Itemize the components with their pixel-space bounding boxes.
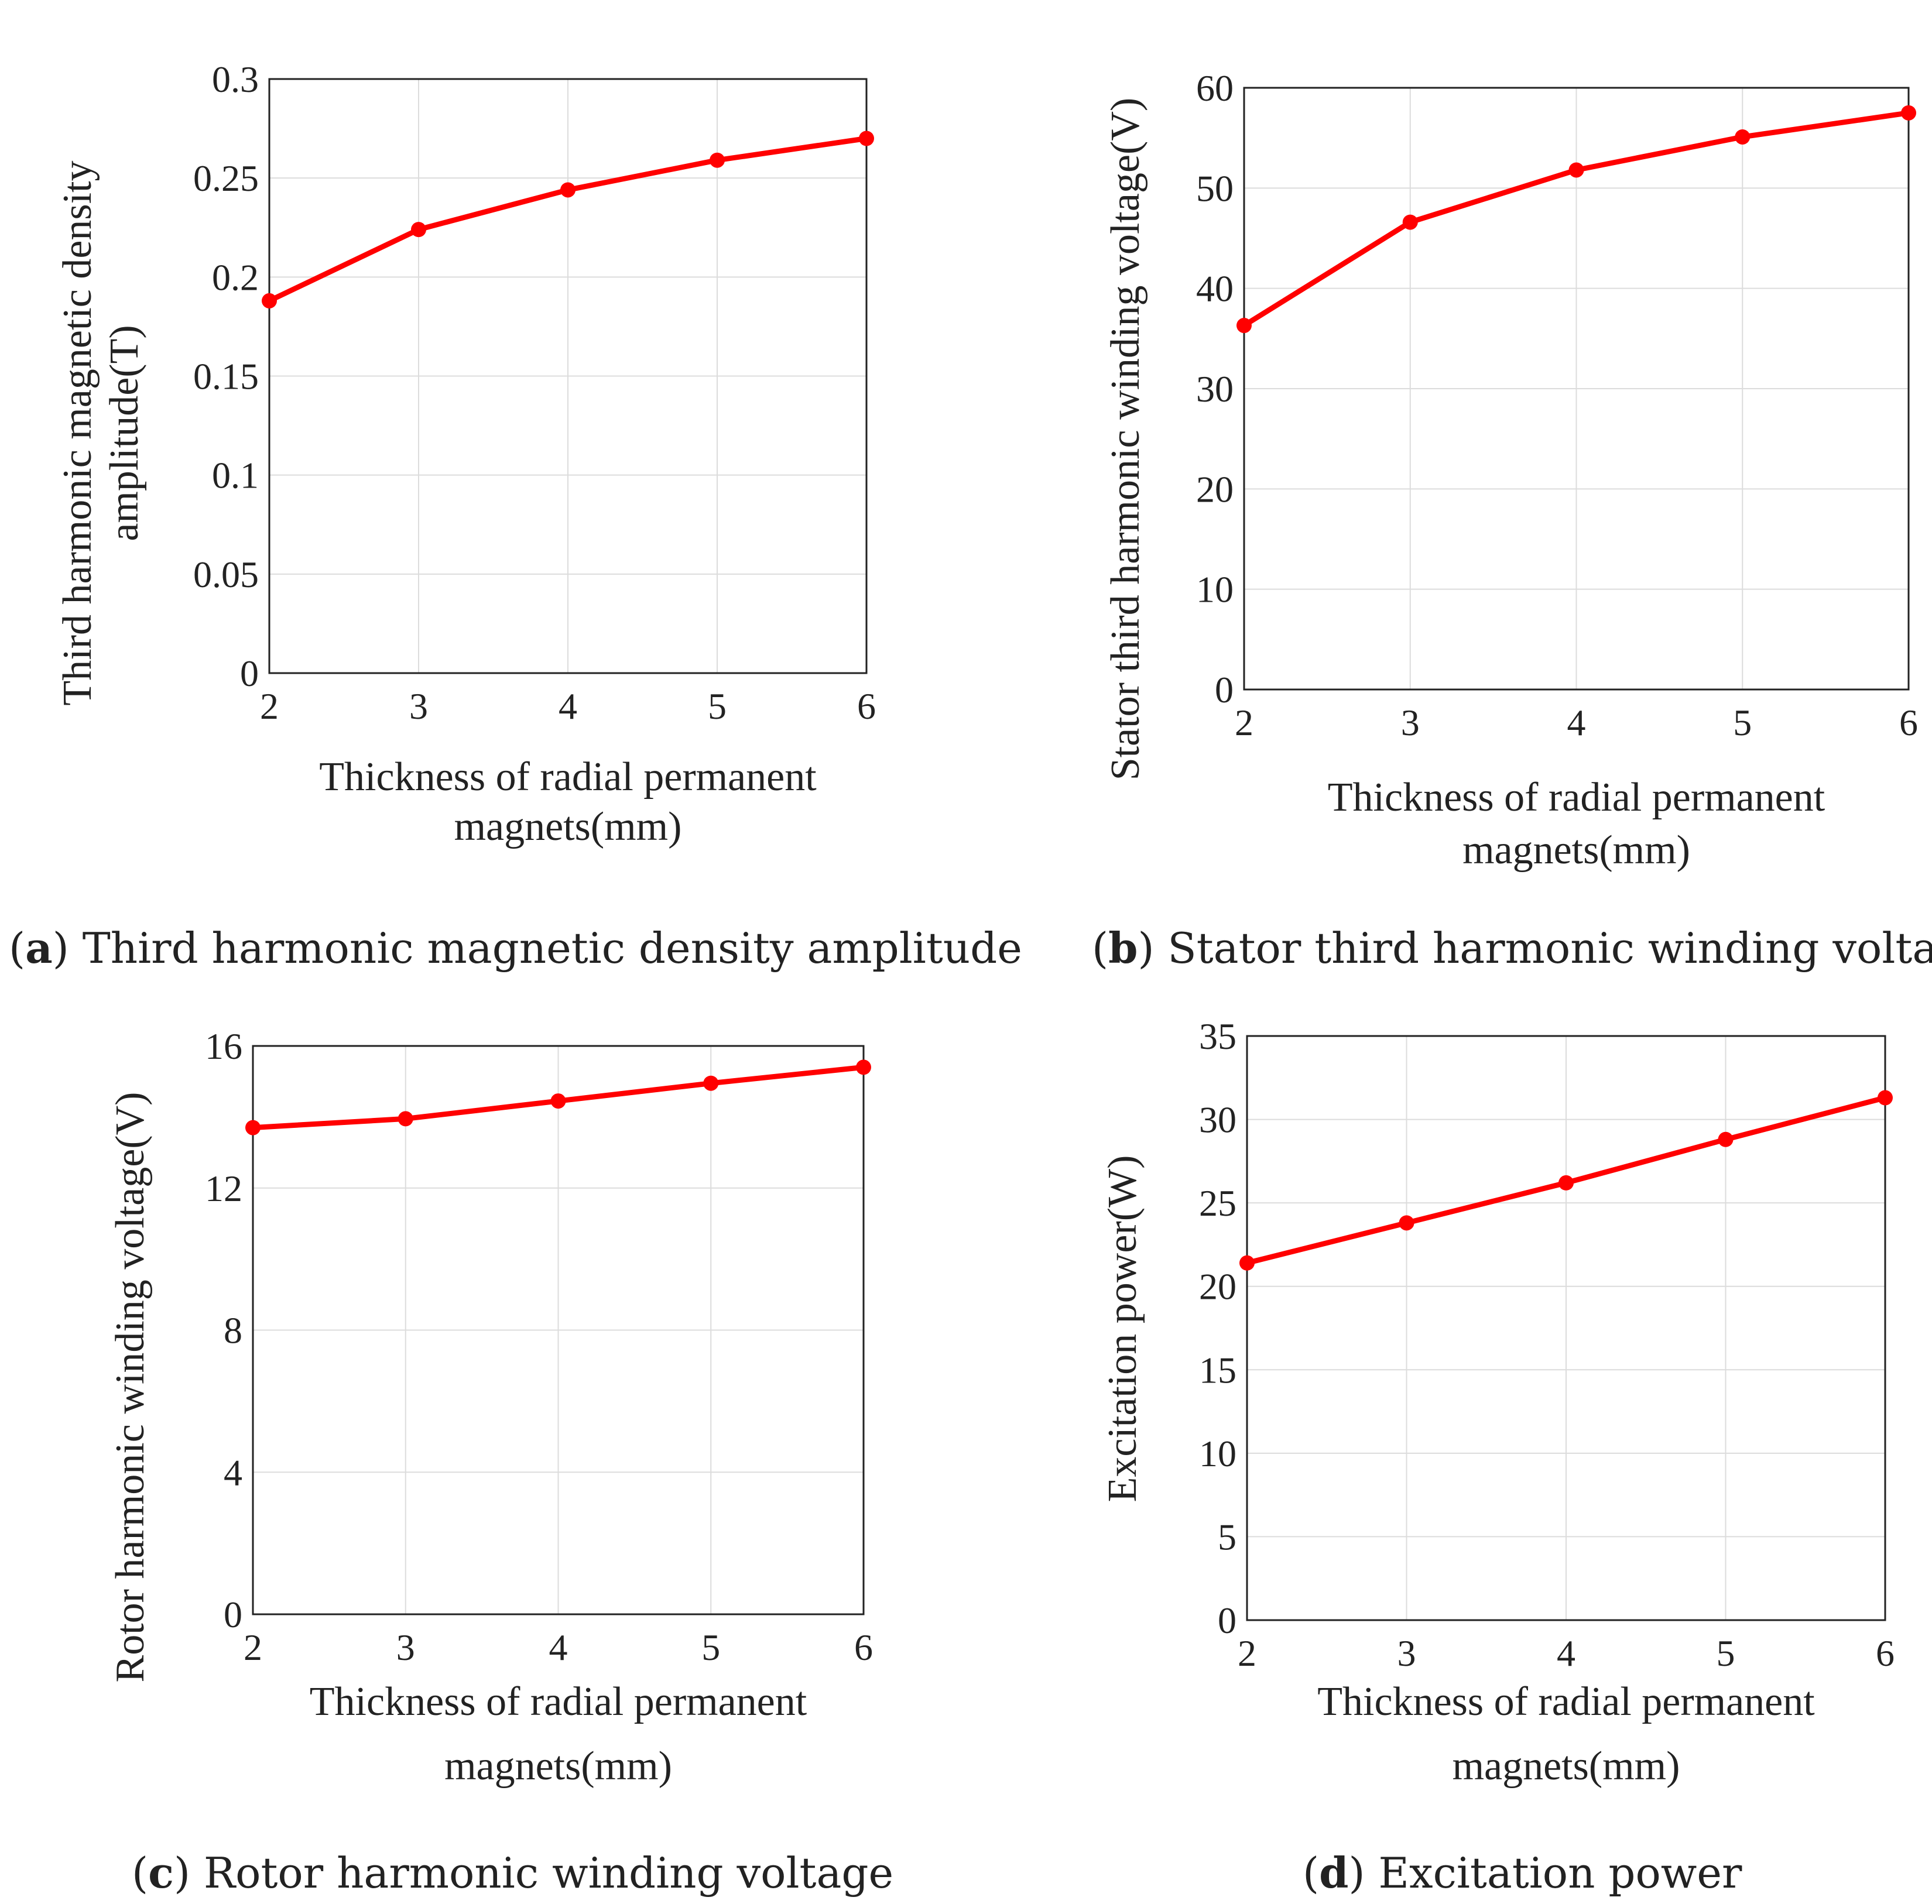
y-tick-label: 0: [224, 1594, 242, 1635]
x-axis-label: magnets(mm): [444, 1744, 672, 1789]
x-tick-label: 3: [409, 685, 428, 727]
y-tick-label: 4: [224, 1452, 242, 1493]
data-point: [560, 182, 576, 198]
y-tick-label: 10: [1199, 1433, 1236, 1474]
y-tick-label: 40: [1196, 268, 1234, 310]
y-tick-label: 0.2: [212, 256, 259, 298]
y-tick-label: 35: [1199, 1016, 1236, 1057]
data-point: [398, 1111, 413, 1127]
x-tick-label: 3: [1401, 702, 1420, 743]
x-tick-label: 6: [1876, 1632, 1895, 1674]
x-axis-label: magnets(mm): [1453, 1744, 1680, 1789]
x-tick-label: 4: [1567, 702, 1586, 743]
y-axis-label: Excitation power(W): [1100, 1155, 1145, 1502]
x-tick-label: 4: [559, 685, 577, 727]
data-point: [262, 293, 277, 308]
y-axis-label: Stator third harmonic winding voltage(V): [1103, 98, 1148, 780]
data-point: [1901, 105, 1916, 121]
x-tick-label: 4: [549, 1627, 568, 1668]
plot-frame: [268, 78, 868, 674]
data-point: [1735, 129, 1751, 145]
y-tick-label: 30: [1199, 1099, 1236, 1141]
data-point: [245, 1120, 261, 1135]
x-axis-label: Thickness of radial permanent: [1317, 1679, 1815, 1724]
x-tick-label: 5: [708, 685, 727, 727]
y-tick-label: 50: [1196, 167, 1234, 209]
x-axis-label: magnets(mm): [454, 804, 682, 849]
y-tick-label: 0: [240, 653, 259, 694]
panel-c: 0 4 8 12 16 2 3 4 5 6 Thickness of radial permanen…: [108, 1025, 893, 1898]
y-tick-label: 0: [1215, 669, 1234, 711]
x-tick-label: 6: [854, 1627, 873, 1668]
panel-b: 0 10 20 30 40 50 60 2 3 4 5 6 Thickness of radial pe…: [1092, 67, 1932, 973]
x-tick-label: 2: [244, 1627, 262, 1668]
x-tick-label: 5: [701, 1627, 720, 1668]
y-tick-label: 60: [1196, 67, 1234, 109]
data-point: [1718, 1131, 1734, 1147]
panel-d-caption: (d) Excitation power: [1303, 1848, 1742, 1898]
data-point: [1399, 1215, 1414, 1231]
x-tick-label: 4: [1557, 1632, 1575, 1674]
plot-frame: [1243, 87, 1910, 691]
x-tick-label: 5: [1717, 1632, 1735, 1674]
y-tick-label: 15: [1199, 1349, 1236, 1391]
data-point: [703, 1075, 719, 1091]
y-tick-label: 5: [1218, 1516, 1236, 1557]
data-point: [859, 131, 874, 146]
y-tick-label: 0: [1218, 1600, 1236, 1641]
x-axis-label: magnets(mm): [1462, 828, 1690, 873]
y-tick-label: 20: [1199, 1266, 1236, 1308]
y-axis-label: Third harmonic magnetic density: [55, 160, 100, 705]
panel-c-caption: (c) Rotor harmonic winding voltage: [132, 1848, 893, 1898]
y-tick-label: 10: [1196, 569, 1234, 610]
data-point: [411, 222, 426, 238]
plot-frame: [252, 1045, 865, 1615]
data-point: [1878, 1090, 1893, 1106]
x-axis-label: Thickness of radial permanent: [1328, 775, 1825, 820]
y-axis-label: Rotor harmonic winding voltage(V): [108, 1092, 153, 1683]
y-tick-label: 12: [205, 1168, 242, 1209]
y-tick-label: 16: [205, 1025, 242, 1067]
y-tick-label: 20: [1196, 468, 1234, 510]
data-point: [856, 1059, 871, 1075]
y-tick-label: 0.25: [193, 157, 259, 199]
y-tick-label: 8: [224, 1310, 242, 1351]
x-tick-label: 6: [1899, 702, 1918, 743]
data-point: [1402, 214, 1418, 230]
panel-a-plot: 0 0.05 0.1 0.15 0.2 0.25 0.3 2 3 4 5 6 Thickness of …: [55, 59, 876, 849]
data-point: [1568, 162, 1584, 178]
data-point: [1236, 318, 1252, 334]
y-tick-label: 0.15: [193, 356, 259, 397]
data-point: [550, 1093, 566, 1109]
y-tick-label: 0.1: [212, 455, 259, 496]
x-tick-label: 3: [396, 1627, 415, 1668]
panel-d-plot: 0 5 10 15 20 25 30 35 2 3 4 5 6 Thickness of radial p…: [1100, 1016, 1895, 1789]
y-tick-label: 0.3: [212, 59, 259, 100]
y-tick-label: 0.05: [193, 554, 259, 595]
data-point: [1558, 1175, 1574, 1191]
data-point: [1239, 1255, 1255, 1271]
plot-frame: [1246, 1035, 1886, 1621]
x-tick-label: 6: [857, 685, 876, 727]
x-axis-label: Thickness of radial permanent: [319, 754, 817, 800]
y-tick-label: 25: [1199, 1182, 1236, 1224]
x-tick-label: 3: [1397, 1632, 1416, 1674]
panel-a: 0 0.05 0.1 0.15 0.2 0.25 0.3 2 3 4 5 6 Thickness of …: [9, 59, 1022, 973]
x-axis-label: Thickness of radial permanent: [310, 1679, 807, 1724]
x-tick-label: 2: [1235, 702, 1253, 743]
y-axis-label: amplitude(T): [102, 325, 147, 541]
x-tick-label: 2: [260, 685, 279, 727]
panel-c-plot: 0 4 8 12 16 2 3 4 5 6 Thickness of radial permanen…: [108, 1025, 873, 1789]
x-tick-label: 5: [1733, 702, 1752, 743]
data-point: [710, 152, 725, 168]
panel-b-plot: 0 10 20 30 40 50 60 2 3 4 5 6 Thickness of radial pe…: [1103, 67, 1918, 873]
panel-b-caption: (b) Stator third harmonic winding voltag…: [1092, 923, 1932, 973]
x-tick-label: 2: [1238, 1632, 1256, 1674]
y-tick-label: 30: [1196, 368, 1234, 410]
panel-a-caption: (a) Third harmonic magnetic density ampl…: [9, 923, 1022, 973]
panel-d: 0 5 10 15 20 25 30 35 2 3 4 5 6 Thickness of radial p…: [1100, 1016, 1895, 1898]
